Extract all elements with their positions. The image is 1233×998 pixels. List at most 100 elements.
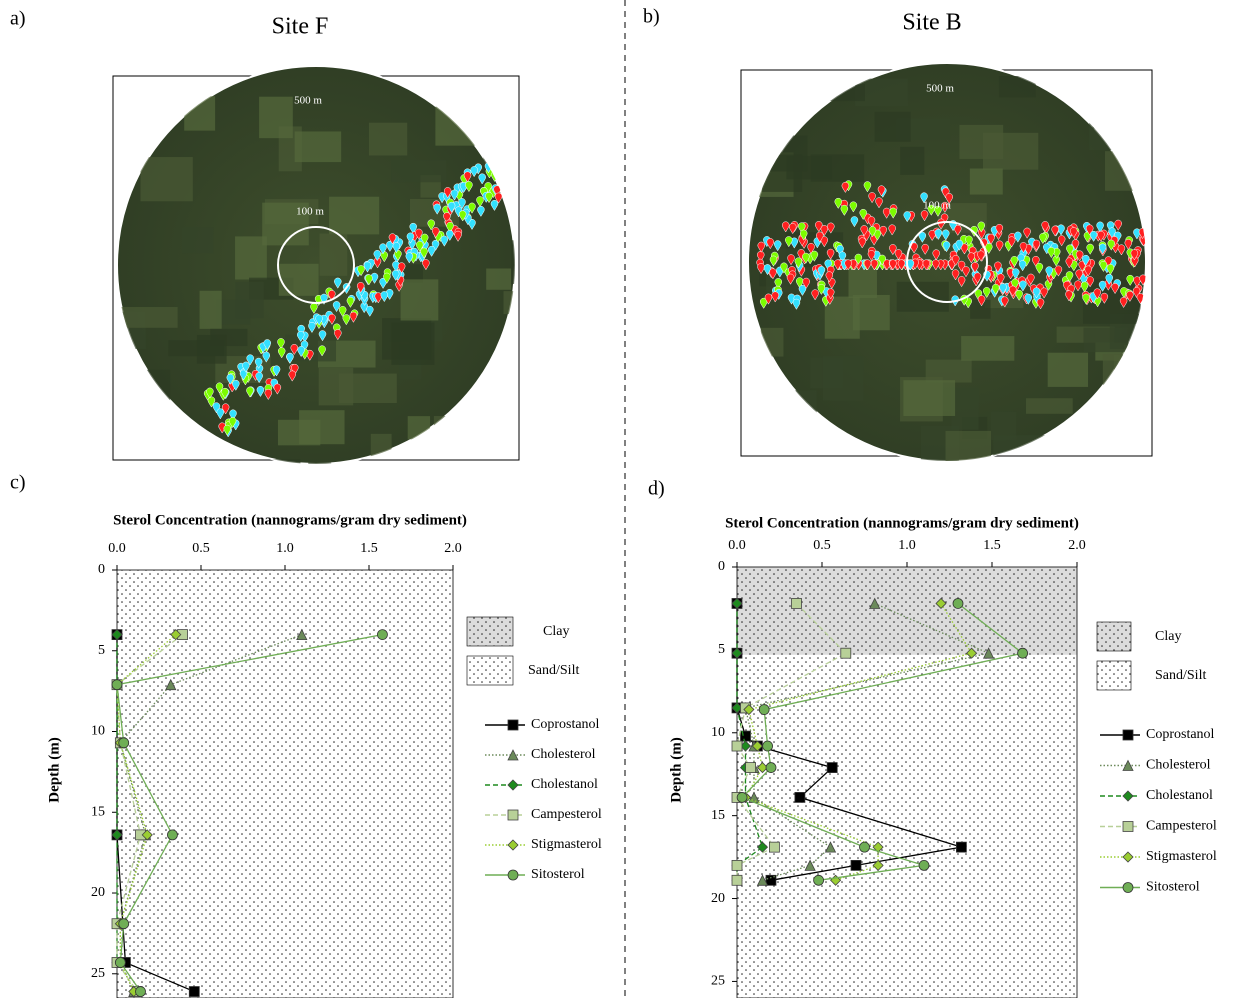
legend-label: Stigmasterol [1146,849,1217,864]
marker [766,763,776,773]
legend-label: Sitosterol [1146,880,1200,895]
site-title: Site B [902,10,961,36]
field [875,112,911,142]
field [382,318,431,360]
field [259,97,293,138]
x-tick-label: 1.0 [898,538,916,553]
y-tick-label: 25 [91,966,105,981]
marker [115,957,125,967]
field [961,336,1014,361]
x-tick-label: 1.5 [360,541,378,556]
x-tick-label: 1.5 [983,538,1001,553]
field [823,356,863,401]
field [319,368,353,406]
legend-swatch-pattern [467,656,513,685]
field [897,282,949,312]
marker [732,741,742,751]
y-tick-label: 0 [718,559,725,574]
ring-label: 100 m [296,206,324,218]
y-tick-label: 5 [98,643,105,658]
legend-label: Coprostanol [531,717,600,732]
y-tick-label: 10 [711,725,725,740]
field [1083,328,1127,353]
panel-label: c) [10,472,26,494]
y-axis-label: Depth (m) [46,737,62,802]
y-tick-label: 0 [98,562,105,577]
field [308,463,331,490]
field [241,459,301,493]
field [278,420,320,446]
y-tick-label: 25 [711,974,725,989]
marker [732,860,742,870]
layer-pattern [117,570,453,998]
marker [860,842,870,852]
marker [1018,648,1028,658]
legend-marker [508,840,518,850]
x-tick-label: 1.0 [276,541,294,556]
field [182,227,213,253]
marker [746,763,756,773]
ring-label: 100 m [923,200,951,212]
field [197,335,227,364]
marker [759,705,769,715]
field [140,157,192,201]
marker [136,987,146,997]
marker [851,860,861,870]
marker [919,860,929,870]
marker [953,598,963,608]
marker [827,763,837,773]
chart-title: Sterol Concentration (nannograms/gram dr… [113,512,467,528]
x-tick-label: 2.0 [1068,538,1086,553]
x-tick-label: 0.0 [108,541,126,556]
field [391,160,446,182]
legend-label: Cholesterol [1146,758,1211,773]
ring-label: 500 m [926,83,954,95]
legend-marker [1123,791,1133,801]
legend-marker [508,720,518,730]
field [951,388,978,430]
field [1070,457,1114,490]
y-tick-label: 20 [91,885,105,900]
marker [792,598,802,608]
marker [763,741,773,751]
x-tick-label: 0.5 [813,538,831,553]
legend-swatch-pattern [1097,661,1131,690]
legend-label: Clay [543,624,569,639]
marker [956,842,966,852]
legend-label: Campesterol [531,807,602,822]
field [279,264,319,296]
legend-swatch-pattern [1097,622,1131,651]
marker [737,792,747,802]
legend-marker [1123,852,1133,862]
legend-label: Campesterol [1146,819,1217,834]
satellite-image: 500 m 100 m [113,66,551,500]
legend-marker [1123,730,1133,740]
field [461,462,519,500]
field [811,154,864,181]
layer-pattern [737,655,1077,998]
marker [769,842,779,852]
field [320,234,348,276]
legend-marker [508,870,518,880]
field [861,455,889,478]
site-title: Site F [272,14,329,40]
field [1048,353,1088,387]
marker [119,738,129,748]
marker [119,919,129,929]
y-tick-label: 5 [718,642,725,657]
marker [841,648,851,658]
marker [732,875,742,885]
legend-label: Sand/Silt [528,663,579,678]
legend-swatch-pattern [467,617,513,646]
y-axis-label: Depth (m) [668,737,684,802]
y-tick-label: 20 [711,891,725,906]
field [235,236,267,279]
field [120,307,178,328]
legend-label: Cholestanol [531,777,598,792]
field [236,282,264,319]
legend-label: Clay [1155,629,1181,644]
legend-label: Cholestanol [1146,788,1213,803]
marker [377,630,387,640]
field [900,147,924,175]
legend-label: Coprostanol [1146,727,1215,742]
